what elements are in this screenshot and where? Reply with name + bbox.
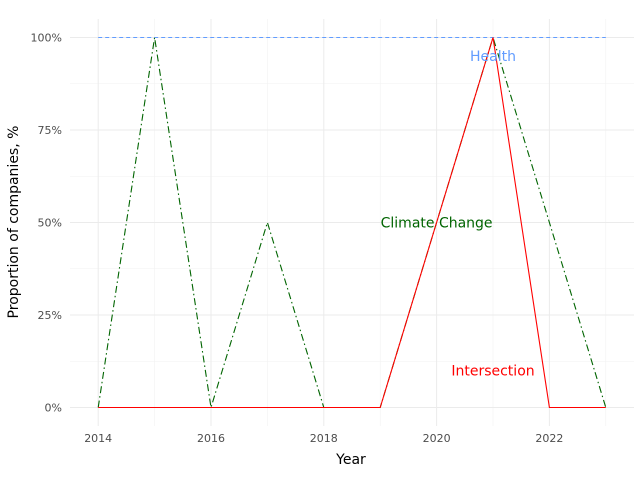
x-tick-label: 2022 [535, 432, 563, 445]
series-line-intersection [98, 37, 606, 409]
y-tick-label: 0% [45, 402, 62, 415]
x-tick-label: 2014 [84, 432, 112, 445]
x-tick-label: 2018 [310, 432, 338, 445]
x-axis-ticks: 2014 2016 2018 2020 2022 [84, 432, 563, 445]
x-tick-label: 2016 [197, 432, 225, 445]
series-label-intersection: Intersection [451, 364, 534, 380]
series-lines [97, 35, 607, 409]
y-tick-label: 25% [38, 309, 62, 322]
y-tick-label: 75% [38, 124, 62, 137]
y-axis-ticks: 0% 25% 50% 75% 100% [31, 32, 62, 415]
x-tick-label: 2020 [423, 432, 451, 445]
x-axis-title: Year [335, 452, 366, 468]
y-axis-title: Proportion of companies, % [6, 126, 22, 319]
series-labels: Health Climate Change Intersection [381, 49, 535, 380]
y-tick-label: 100% [31, 32, 62, 45]
series-label-health: Health [470, 49, 516, 65]
y-tick-label: 50% [38, 217, 62, 230]
series-label-climate-change: Climate Change [381, 216, 493, 232]
